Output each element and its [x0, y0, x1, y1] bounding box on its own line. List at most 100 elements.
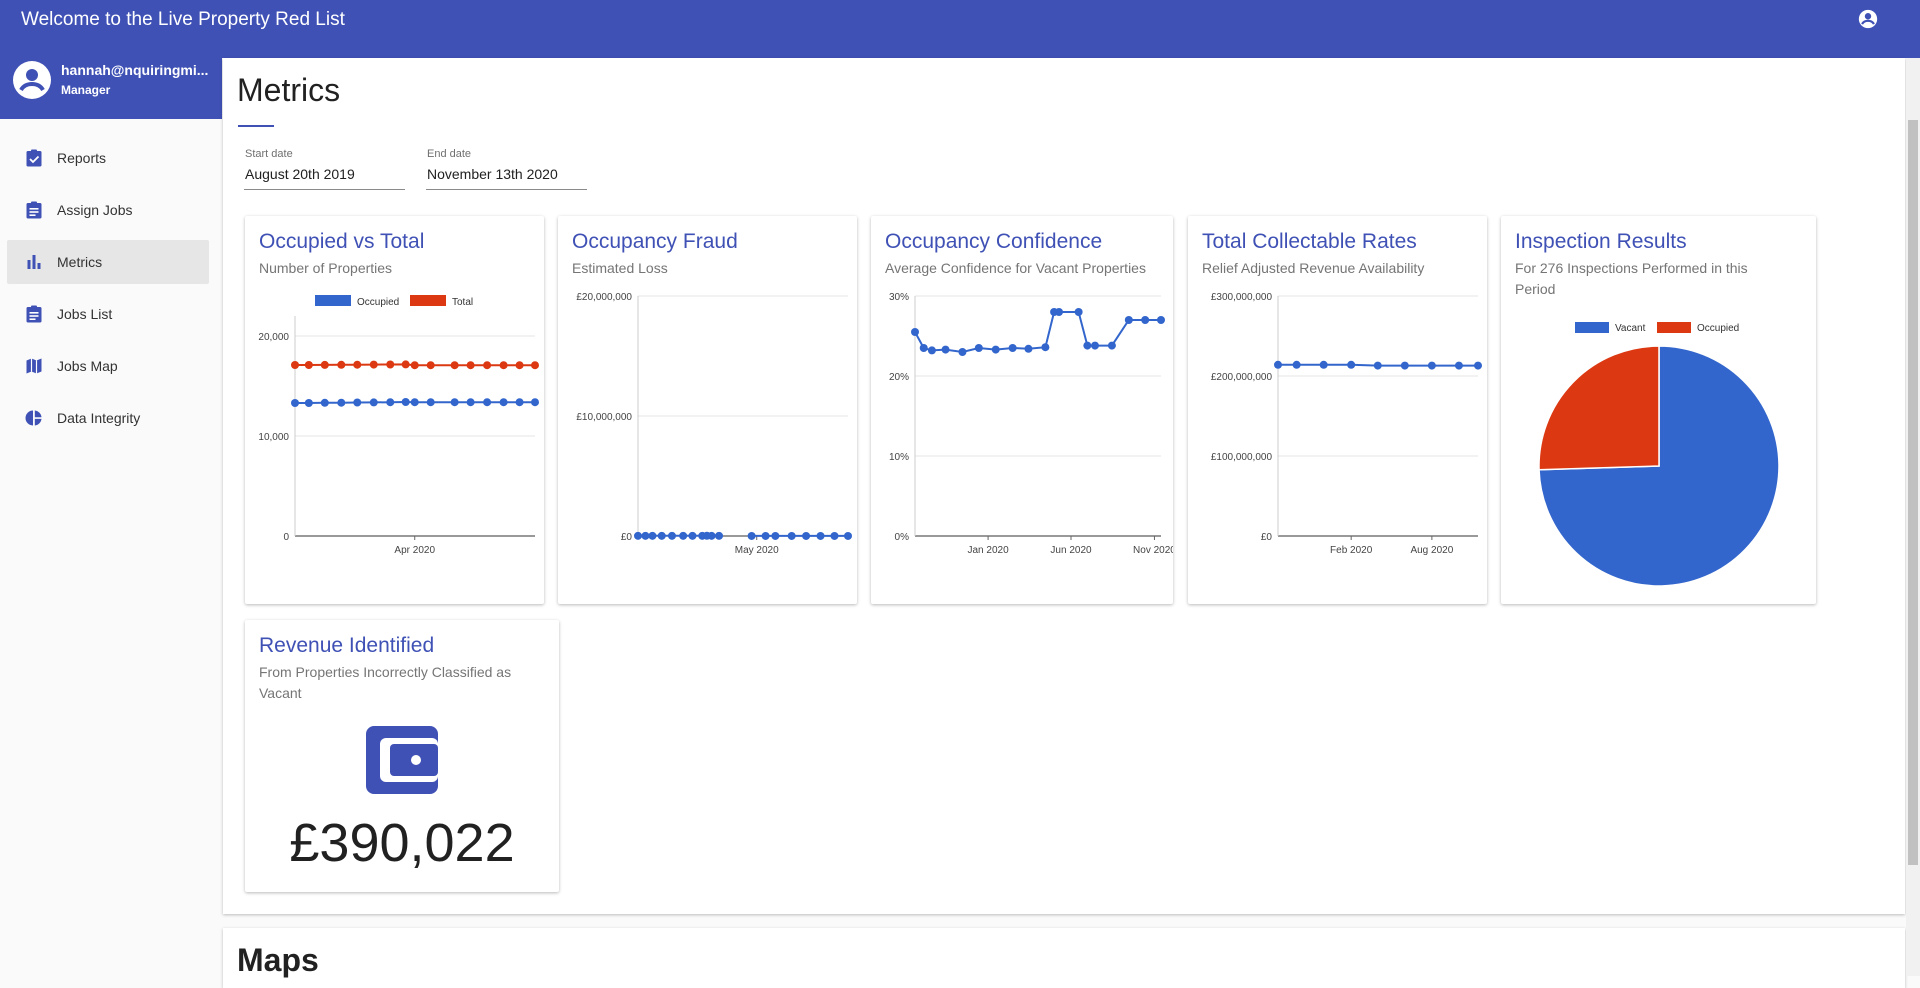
data-point	[788, 532, 796, 540]
data-point	[1455, 362, 1463, 370]
y-tick-label: £20,000,000	[576, 292, 632, 303]
sidebar-item-jobs-list[interactable]: Jobs List	[7, 292, 209, 336]
metrics-panel: Metrics Start date End date Occupied vs …	[223, 58, 1905, 914]
data-point	[531, 398, 539, 406]
card-occupied-vs-total: Occupied vs Total Number of Properties 0…	[245, 216, 544, 604]
legend-label: Occupied	[1697, 323, 1739, 334]
data-point	[641, 532, 649, 540]
data-point	[500, 361, 508, 369]
x-tick-label: Jan 2020	[968, 545, 1010, 556]
y-tick-label: £0	[621, 532, 633, 543]
card-occupancy-fraud: Occupancy Fraud Estimated Loss £0£10,000…	[558, 216, 857, 604]
data-point	[516, 361, 524, 369]
data-point	[1347, 361, 1355, 369]
data-point	[483, 398, 491, 406]
x-tick-label: Jun 2020	[1050, 545, 1092, 556]
data-point	[715, 532, 723, 540]
data-point	[337, 361, 345, 369]
data-point	[427, 361, 435, 369]
card-title: Revenue Identified	[259, 634, 434, 658]
data-point	[1157, 316, 1165, 324]
sidebar-item-metrics[interactable]: Metrics	[7, 240, 209, 284]
sidebar-item-label: Jobs List	[57, 306, 112, 322]
sidebar-item-data-integrity[interactable]: Data Integrity	[7, 396, 209, 440]
start-date-field[interactable]: Start date	[244, 148, 405, 190]
sidebar-item-jobs-map[interactable]: Jobs Map	[7, 344, 209, 388]
title-underline	[238, 125, 274, 127]
data-point	[648, 532, 656, 540]
map-icon	[25, 357, 43, 375]
data-point	[911, 328, 919, 336]
card-inspection-results: Inspection Results For 276 Inspections P…	[1501, 216, 1816, 604]
inspection-results-chart: Vacant Occupied	[1501, 216, 1816, 604]
data-point	[762, 532, 770, 540]
data-point	[688, 532, 696, 540]
data-point	[483, 361, 491, 369]
data-point	[402, 398, 410, 406]
card-occupancy-confidence: Occupancy Confidence Average Confidence …	[871, 216, 1173, 604]
scrollbar-thumb[interactable]	[1908, 120, 1918, 865]
assignment-icon	[25, 305, 43, 323]
legend-label: Vacant	[1615, 323, 1646, 334]
end-date-input[interactable]	[427, 166, 577, 182]
data-point	[321, 361, 329, 369]
data-point	[1428, 362, 1436, 370]
legend-swatch	[410, 295, 446, 306]
data-point	[427, 398, 435, 406]
legend-label: Occupied	[357, 297, 399, 308]
data-point	[451, 398, 459, 406]
data-point	[658, 532, 666, 540]
data-point	[817, 532, 825, 540]
data-point	[337, 399, 345, 407]
revenue-value: £390,022	[245, 812, 559, 874]
y-tick-label: £200,000,000	[1211, 372, 1273, 383]
end-date-field[interactable]: End date	[426, 148, 587, 190]
data-point	[467, 398, 475, 406]
data-point	[411, 361, 419, 369]
data-point	[679, 532, 687, 540]
data-point	[1374, 362, 1382, 370]
data-point	[353, 361, 361, 369]
data-point	[942, 346, 950, 354]
sidebar-item-label: Reports	[57, 150, 106, 166]
data-point	[411, 398, 419, 406]
data-point	[634, 532, 642, 540]
user-email: hannah@nquiringmi...	[61, 62, 211, 78]
data-point	[1293, 361, 1301, 369]
account-circle-icon[interactable]	[1857, 8, 1879, 30]
data-point	[708, 532, 716, 540]
legend-swatch	[1575, 322, 1609, 333]
data-point	[844, 532, 852, 540]
data-point	[1024, 345, 1032, 353]
assignment-icon	[25, 201, 43, 219]
start-date-input[interactable]	[245, 166, 395, 182]
data-point	[305, 399, 313, 407]
data-point	[291, 399, 299, 407]
data-point	[975, 344, 983, 352]
card-total-collectable-rates: Total Collectable Rates Relief Adjusted …	[1188, 216, 1487, 604]
data-point	[1009, 344, 1017, 352]
x-tick-label: Feb 2020	[1330, 545, 1373, 556]
data-point	[928, 346, 936, 354]
y-tick-label: 0	[283, 532, 289, 543]
sidebar-item-label: Assign Jobs	[57, 202, 132, 218]
data-point	[1041, 343, 1049, 351]
data-point	[958, 348, 966, 356]
end-date-label: End date	[427, 148, 471, 160]
total-collectable-chart: £0£100,000,000£200,000,000£300,000,000Fe…	[1188, 216, 1487, 604]
assignment-turned-in-icon	[25, 149, 43, 167]
data-point	[1108, 342, 1116, 350]
page-scrollbar[interactable]	[1906, 58, 1920, 976]
data-point	[748, 532, 756, 540]
y-tick-label: £10,000,000	[576, 412, 632, 423]
sidebar-item-assign-jobs[interactable]: Assign Jobs	[7, 188, 209, 232]
data-point	[1055, 308, 1063, 316]
wallet-icon	[366, 726, 438, 794]
series-line	[915, 312, 1161, 352]
data-point	[1141, 316, 1149, 324]
legend-label: Total	[452, 297, 473, 308]
user-profile: hannah@nquiringmi... Manager	[0, 58, 222, 119]
sidebar-item-reports[interactable]: Reports	[7, 136, 209, 180]
